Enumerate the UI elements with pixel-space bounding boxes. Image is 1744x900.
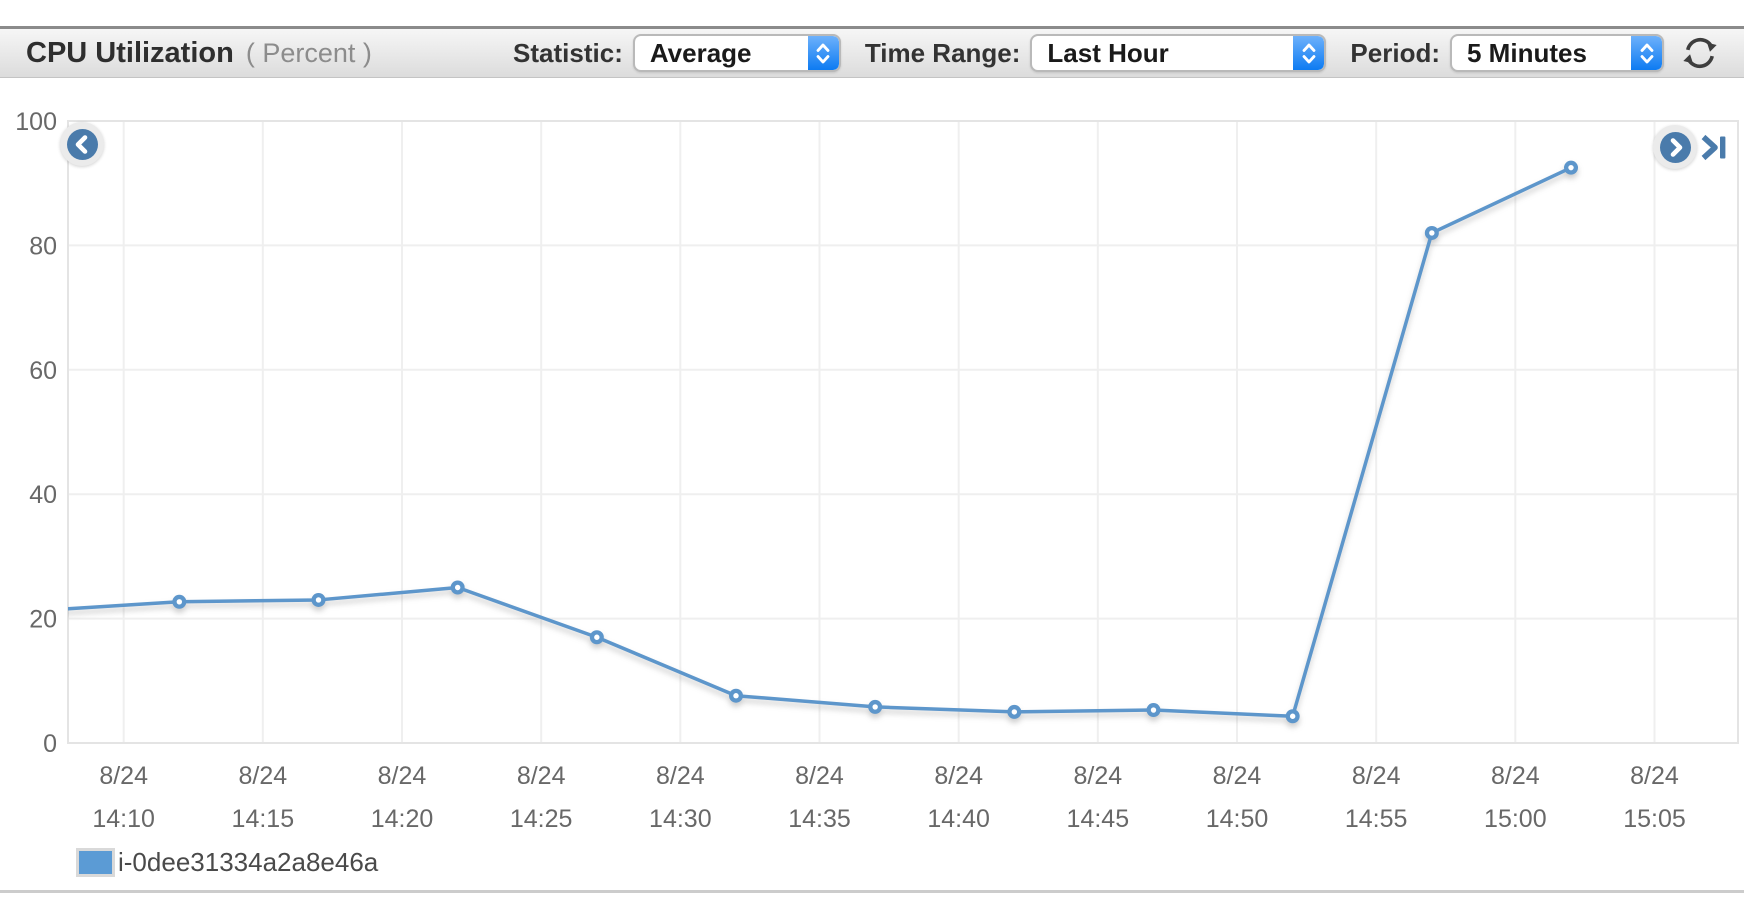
chevron-right-icon (1659, 131, 1691, 163)
svg-text:8/24: 8/24 (1073, 762, 1122, 790)
page-title: CPU Utilization (26, 36, 234, 69)
legend-swatch (76, 848, 115, 877)
svg-text:8/24: 8/24 (1491, 762, 1540, 790)
svg-text:0: 0 (43, 730, 57, 758)
legend-series-label: i-0dee31334a2a8e46a (118, 847, 379, 877)
svg-text:8/24: 8/24 (238, 762, 287, 790)
chart-header: CPU Utilization ( Percent ) Statistic: A… (0, 26, 1744, 78)
time-range-select[interactable]: Last Hour (1030, 34, 1327, 72)
svg-text:14:35: 14:35 (788, 805, 851, 833)
svg-text:14:50: 14:50 (1206, 805, 1269, 833)
svg-text:14:15: 14:15 (232, 805, 295, 833)
svg-text:40: 40 (29, 481, 57, 509)
svg-text:14:45: 14:45 (1067, 805, 1130, 833)
svg-text:15:00: 15:00 (1484, 805, 1547, 833)
time-range-value: Last Hour (1047, 37, 1169, 68)
chevron-left-icon (66, 128, 98, 160)
select-stepper-icon (1293, 36, 1325, 70)
skip-to-latest-button[interactable] (1698, 133, 1729, 162)
refresh-button[interactable] (1682, 35, 1718, 71)
svg-text:20: 20 (29, 606, 57, 634)
svg-text:8/24: 8/24 (99, 762, 148, 790)
statistic-select[interactable]: Average (632, 34, 841, 72)
svg-text:60: 60 (29, 357, 57, 385)
svg-text:8/24: 8/24 (1352, 762, 1401, 790)
statistic-value: Average (649, 37, 752, 68)
svg-text:14:10: 14:10 (92, 805, 155, 833)
svg-text:8/24: 8/24 (795, 762, 844, 790)
period-value: 5 Minutes (1467, 37, 1587, 68)
svg-text:14:30: 14:30 (649, 805, 712, 833)
scroll-left-button[interactable] (60, 122, 104, 166)
svg-text:15:05: 15:05 (1623, 805, 1686, 833)
svg-text:14:55: 14:55 (1345, 805, 1408, 833)
svg-text:8/24: 8/24 (1213, 762, 1262, 790)
statistic-label: Statistic: (513, 37, 623, 68)
svg-text:8/24: 8/24 (517, 762, 566, 790)
unit-label: ( Percent ) (245, 37, 372, 68)
svg-text:14:20: 14:20 (371, 805, 434, 833)
svg-text:14:25: 14:25 (510, 805, 573, 833)
svg-text:80: 80 (29, 232, 57, 260)
refresh-icon (1683, 37, 1717, 69)
skip-to-end-icon (1701, 134, 1726, 161)
svg-text:8/24: 8/24 (934, 762, 983, 790)
select-stepper-icon (1631, 36, 1662, 70)
period-select[interactable]: 5 Minutes (1450, 34, 1664, 72)
legend: i-0dee31334a2a8e46a (76, 847, 378, 878)
svg-text:14:40: 14:40 (927, 805, 990, 833)
time-range-label: Time Range: (864, 37, 1021, 68)
svg-text:8/24: 8/24 (1630, 762, 1679, 790)
chart-controls: Statistic: Average Time Range: Last Hour… (513, 34, 1718, 72)
scroll-right-button[interactable] (1653, 125, 1697, 169)
svg-text:8/24: 8/24 (656, 762, 705, 790)
select-stepper-icon (807, 36, 839, 70)
period-label: Period: (1350, 37, 1440, 68)
svg-text:8/24: 8/24 (378, 762, 427, 790)
svg-text:100: 100 (15, 108, 57, 136)
bottom-divider (0, 890, 1744, 893)
